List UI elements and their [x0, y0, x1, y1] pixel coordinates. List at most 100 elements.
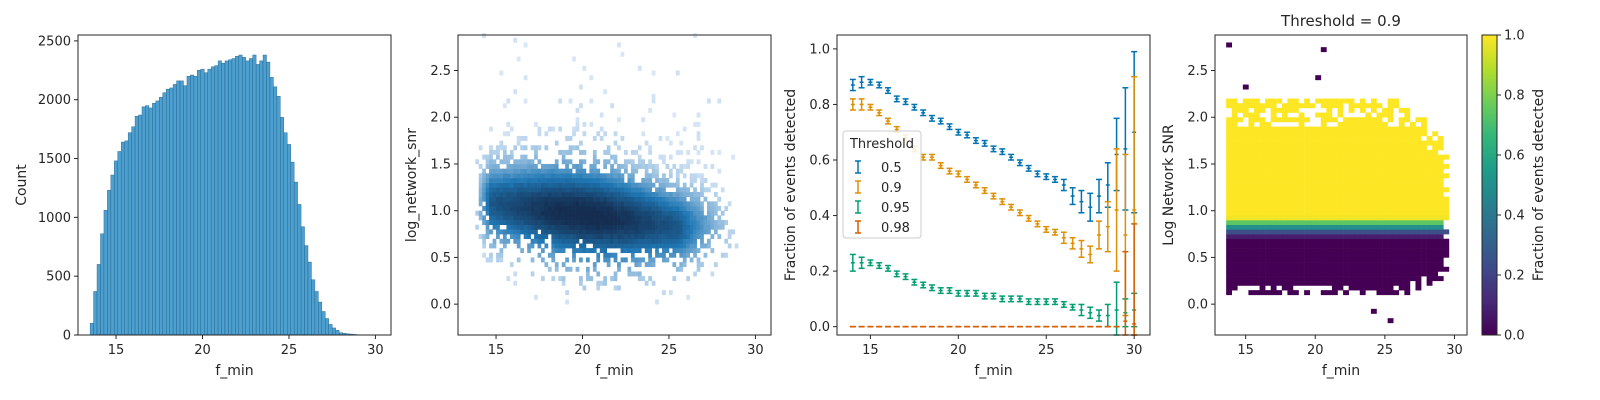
heatmap-cell: [1298, 280, 1305, 286]
density-cell: [579, 173, 583, 179]
heatmap-cell: [1354, 173, 1361, 179]
heatmap-cell: [1309, 262, 1316, 268]
density-cell: [637, 224, 642, 230]
heatmap-cell: [1387, 252, 1394, 258]
heatmap-cell: [1432, 187, 1439, 193]
density-cell: [672, 196, 677, 202]
density-cell: [655, 173, 659, 179]
heatmap-cell: [1331, 220, 1338, 226]
density-cell: [582, 121, 587, 127]
x-tick-label: 15: [1237, 343, 1254, 358]
density-cell: [572, 177, 576, 183]
heatmap-cell: [1393, 168, 1400, 174]
heatmap-cell: [1415, 140, 1422, 146]
heatmap-cell: [1326, 276, 1333, 282]
density-cell: [707, 215, 711, 221]
heatmap-cell: [1365, 126, 1372, 132]
density-cell: [565, 135, 569, 141]
density-cell: [627, 182, 632, 188]
heatmap-cell: [1320, 266, 1327, 272]
y-tick-label: 2.5: [1187, 64, 1208, 79]
heatmap-cell: [1393, 206, 1400, 212]
density-cell: [565, 192, 569, 197]
errorbar-point: [964, 175, 971, 183]
heatmap-cell: [1259, 131, 1266, 137]
density-cell: [665, 182, 670, 188]
density-cell: [599, 215, 604, 221]
heatmap-cell: [1292, 163, 1299, 169]
density-cell: [627, 159, 632, 165]
density-cell: [603, 248, 608, 254]
heatmap-cell: [1292, 168, 1299, 174]
density-cell: [675, 70, 680, 76]
density-cell: [696, 266, 701, 272]
heatmap-cell: [1304, 145, 1310, 151]
density-cell: [720, 252, 725, 258]
heatmap-cell: [1331, 206, 1338, 212]
density-cell: [592, 177, 597, 183]
density-cell: [689, 238, 694, 244]
density-cell: [686, 159, 691, 165]
density-cell: [502, 201, 507, 207]
heatmap-cell: [1320, 47, 1327, 53]
heatmap-cell: [1331, 145, 1338, 151]
density-cell: [499, 182, 504, 188]
heatmap-cell: [1281, 238, 1288, 244]
heatmap-cell: [1387, 163, 1394, 169]
heatmap-cell: [1237, 135, 1244, 141]
heatmap-cell: [1409, 257, 1416, 263]
density-cell: [696, 173, 701, 179]
legend-box: [842, 130, 922, 239]
density-cell: [613, 192, 618, 197]
heatmap-cell: [1276, 224, 1283, 230]
density-cell: [513, 177, 518, 183]
heatmap-cell: [1404, 159, 1411, 165]
density-cell: [592, 154, 597, 160]
density-cell: [606, 243, 611, 249]
density-cell: [658, 252, 663, 258]
heatmap-cell: [1326, 145, 1333, 151]
heatmap-cell: [1276, 192, 1283, 197]
density-cell: [644, 210, 649, 216]
density-cell: [561, 154, 566, 160]
density-cell: [489, 192, 493, 197]
x-tick-label: 15: [488, 343, 505, 358]
density-cell: [644, 196, 649, 202]
histogram-bar: [304, 245, 309, 336]
heatmap-cell: [1387, 285, 1394, 291]
density-cell: [603, 252, 608, 258]
density-cell: [641, 187, 646, 193]
density-cell: [665, 243, 670, 249]
heatmap-cell: [1304, 215, 1310, 221]
heatmap-cell: [1253, 126, 1260, 132]
density-cell: [523, 163, 528, 169]
density-cell: [696, 248, 701, 254]
density-cell: [492, 173, 497, 179]
density-cell: [520, 229, 525, 235]
heatmap-cell: [1326, 126, 1333, 132]
heatmap-cell: [1259, 107, 1266, 113]
heatmap-cell: [1226, 290, 1233, 296]
density-cell: [579, 196, 583, 202]
density-cell: [682, 173, 687, 179]
density-cell: [651, 229, 656, 235]
histogram-bar: [134, 115, 139, 336]
heatmap-cell: [1404, 210, 1411, 216]
density-cell: [651, 262, 656, 268]
density-cell: [579, 182, 583, 188]
density-cell: [665, 206, 670, 212]
histogram-bar: [307, 261, 312, 336]
density-cell: [506, 238, 511, 244]
heatmap-cell: [1298, 173, 1305, 179]
heatmap-cell: [1404, 131, 1411, 137]
density-cell: [544, 262, 549, 268]
heatmap-cell: [1343, 98, 1349, 104]
errorbar-point: [876, 262, 883, 270]
heatmap-cell: [1421, 215, 1427, 221]
density-cell: [489, 187, 493, 193]
heatmap-cell: [1270, 266, 1277, 272]
density-cell: [513, 220, 518, 226]
density-cell: [520, 135, 525, 141]
errorbar-point: [1060, 300, 1067, 308]
heatmap-cell: [1331, 196, 1338, 202]
